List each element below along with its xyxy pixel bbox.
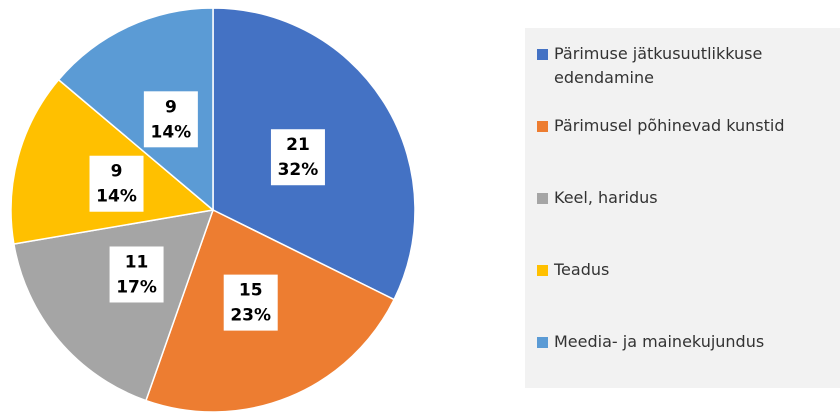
pie-chart: 21 32% 15 23% 11 17% 9 14% 9 14%: [10, 7, 416, 412]
data-label-percent: 17%: [116, 277, 157, 297]
data-label-value: 21: [286, 135, 310, 155]
legend-label: Teadus: [554, 260, 610, 279]
data-label-percent: 32%: [278, 160, 319, 180]
legend: Pärimuse jätkusuutlikkuse edendamine Päri…: [525, 28, 840, 388]
pie-slice: [57, 7, 214, 212]
data-label-value: 11: [125, 252, 149, 272]
legend-item: Pärimuse jätkusuutlikkuse edendamine: [537, 42, 814, 90]
legend-item: Pärimusel põhinevad kunstid: [537, 114, 785, 138]
legend-item: Meedia- ja mainekujundus: [537, 330, 764, 354]
data-label-percent: 23%: [230, 306, 271, 326]
data-label-box: [143, 91, 198, 148]
legend-label: Pärimuse jätkusuutlikkuse edendamine: [554, 44, 763, 87]
legend-swatch: [537, 121, 548, 132]
data-label-percent: 14%: [151, 122, 192, 142]
data-label-value: 9: [111, 162, 123, 182]
legend-item: Teadus: [537, 258, 609, 282]
legend-swatch: [537, 193, 548, 204]
data-label-box: [270, 129, 325, 186]
legend-swatch: [537, 337, 548, 348]
legend-swatch: [537, 265, 548, 276]
data-label-box: [223, 274, 278, 331]
data-label-box: [89, 155, 144, 212]
data-label-box: [109, 246, 164, 303]
data-label-value: 15: [239, 281, 263, 301]
legend-label: Pärimusel põhinevad kunstid: [554, 116, 785, 135]
legend-swatch: [537, 49, 548, 60]
data-label-percent: 14%: [96, 187, 137, 207]
legend-label: Keel, haridus: [554, 188, 658, 207]
data-label-value: 9: [165, 97, 177, 117]
legend-item: Keel, haridus: [537, 186, 658, 210]
legend-label: Meedia- ja mainekujundus: [554, 332, 765, 351]
